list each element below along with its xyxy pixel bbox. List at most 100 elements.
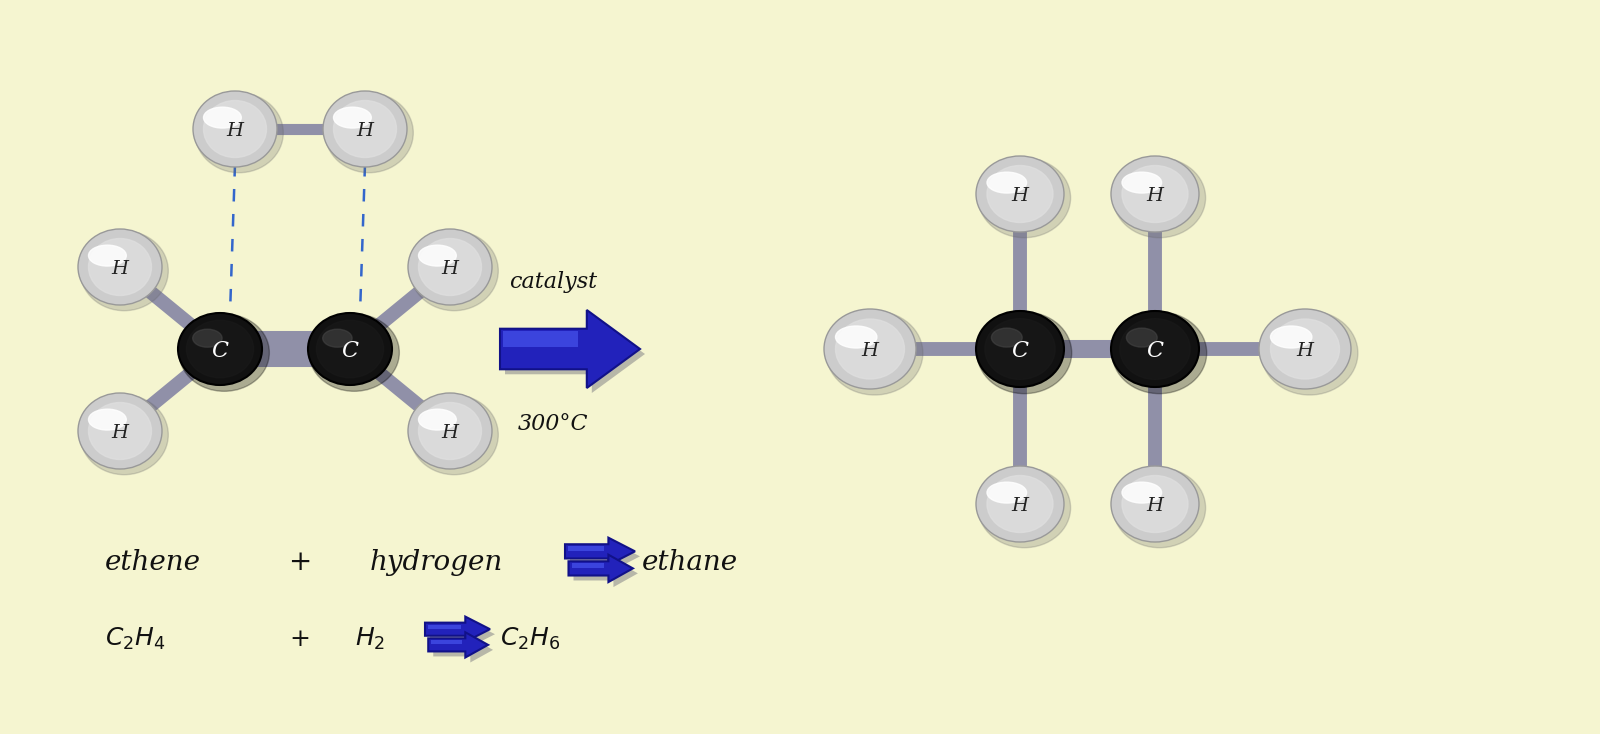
Ellipse shape — [1110, 156, 1198, 232]
Ellipse shape — [419, 402, 482, 459]
Ellipse shape — [987, 482, 1027, 503]
Ellipse shape — [984, 319, 1054, 379]
Ellipse shape — [410, 231, 498, 310]
Polygon shape — [429, 632, 488, 658]
Ellipse shape — [987, 165, 1053, 222]
Ellipse shape — [203, 107, 242, 128]
Ellipse shape — [987, 476, 1053, 532]
Ellipse shape — [835, 326, 877, 348]
Ellipse shape — [187, 320, 254, 378]
Ellipse shape — [987, 172, 1027, 193]
Ellipse shape — [419, 239, 482, 296]
Text: H: H — [861, 342, 878, 360]
Text: $\mathit{H}_2$: $\mathit{H}_2$ — [355, 626, 386, 652]
Ellipse shape — [976, 156, 1064, 232]
Ellipse shape — [1122, 165, 1187, 222]
Ellipse shape — [408, 229, 493, 305]
Text: 300°C: 300°C — [518, 413, 589, 435]
Ellipse shape — [1112, 312, 1206, 393]
Ellipse shape — [323, 91, 406, 167]
Ellipse shape — [978, 468, 1070, 548]
Ellipse shape — [307, 313, 392, 385]
Polygon shape — [568, 546, 605, 550]
Ellipse shape — [1122, 482, 1162, 503]
Text: $\mathit{C}_2\mathit{H}_6$: $\mathit{C}_2\mathit{H}_6$ — [499, 626, 560, 652]
Ellipse shape — [78, 229, 162, 305]
Ellipse shape — [1114, 158, 1206, 238]
Text: catalyst: catalyst — [509, 271, 597, 293]
Ellipse shape — [978, 158, 1070, 238]
Text: H: H — [112, 424, 128, 442]
Text: +: + — [290, 628, 310, 650]
Text: H: H — [1011, 497, 1029, 515]
Text: H: H — [1147, 497, 1163, 515]
Ellipse shape — [309, 314, 400, 391]
Polygon shape — [430, 622, 494, 647]
Ellipse shape — [1126, 328, 1157, 347]
Ellipse shape — [835, 319, 904, 379]
Ellipse shape — [978, 312, 1072, 393]
Ellipse shape — [203, 101, 267, 158]
Polygon shape — [568, 555, 634, 582]
Text: ethane: ethane — [642, 548, 738, 575]
Ellipse shape — [323, 330, 352, 347]
Text: C: C — [1011, 340, 1029, 362]
Text: H: H — [227, 122, 243, 140]
Polygon shape — [571, 563, 605, 567]
Ellipse shape — [410, 395, 498, 475]
Polygon shape — [426, 617, 490, 642]
Ellipse shape — [408, 393, 493, 469]
Ellipse shape — [178, 313, 262, 385]
Text: H: H — [1011, 187, 1029, 205]
Text: H: H — [112, 260, 128, 278]
Ellipse shape — [1110, 466, 1198, 542]
Text: C: C — [1147, 340, 1163, 362]
Text: +: + — [288, 548, 312, 575]
Polygon shape — [573, 560, 638, 587]
Polygon shape — [565, 538, 635, 565]
Text: H: H — [1147, 187, 1163, 205]
Ellipse shape — [826, 311, 923, 395]
Ellipse shape — [824, 309, 915, 389]
Ellipse shape — [333, 107, 371, 128]
Polygon shape — [506, 315, 645, 393]
Ellipse shape — [80, 231, 168, 310]
Ellipse shape — [992, 328, 1022, 347]
Text: hydrogen: hydrogen — [370, 548, 504, 575]
Polygon shape — [429, 625, 461, 628]
Ellipse shape — [1122, 476, 1187, 532]
Ellipse shape — [976, 466, 1064, 542]
Ellipse shape — [1122, 172, 1162, 193]
Ellipse shape — [1114, 468, 1206, 548]
Ellipse shape — [419, 245, 456, 266]
Ellipse shape — [1110, 311, 1198, 387]
Ellipse shape — [1261, 311, 1358, 395]
Ellipse shape — [1270, 326, 1312, 348]
Text: H: H — [442, 424, 459, 442]
Ellipse shape — [419, 409, 456, 430]
Ellipse shape — [192, 330, 222, 347]
Ellipse shape — [80, 395, 168, 475]
Polygon shape — [434, 637, 493, 663]
Text: H: H — [1296, 342, 1314, 360]
Polygon shape — [432, 640, 462, 644]
Text: $\mathit{C}_2\mathit{H}_4$: $\mathit{C}_2\mathit{H}_4$ — [106, 626, 165, 652]
Ellipse shape — [976, 311, 1064, 387]
Text: C: C — [211, 340, 229, 362]
Ellipse shape — [1259, 309, 1350, 389]
Polygon shape — [570, 542, 640, 570]
Ellipse shape — [179, 314, 269, 391]
Ellipse shape — [195, 93, 283, 172]
Ellipse shape — [1120, 319, 1190, 379]
Text: H: H — [357, 122, 373, 140]
Ellipse shape — [325, 93, 413, 172]
Ellipse shape — [333, 101, 397, 158]
Text: C: C — [341, 340, 358, 362]
Ellipse shape — [88, 402, 152, 459]
Ellipse shape — [88, 245, 126, 266]
Ellipse shape — [194, 91, 277, 167]
Ellipse shape — [78, 393, 162, 469]
Ellipse shape — [1270, 319, 1339, 379]
Text: ethene: ethene — [106, 548, 202, 575]
Polygon shape — [499, 310, 640, 388]
